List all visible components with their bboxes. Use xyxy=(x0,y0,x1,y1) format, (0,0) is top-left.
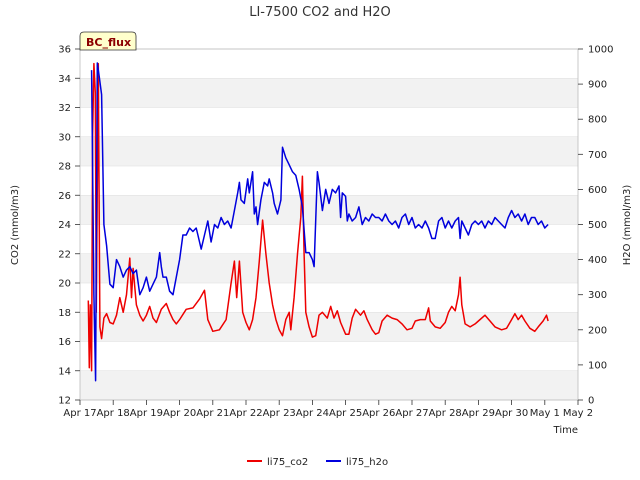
y-tick-label: 32 xyxy=(58,103,71,114)
badge: BC_flux xyxy=(79,31,137,51)
y2-tick-label: 300 xyxy=(588,290,607,301)
x-tick-label: Apr 27 xyxy=(395,408,428,419)
x-tick-label: Apr 18 xyxy=(97,408,130,419)
background-bands xyxy=(80,78,578,400)
x-tick-label: Apr 28 xyxy=(429,408,462,419)
series-lines xyxy=(87,62,549,382)
x-axis-title: Time xyxy=(553,425,578,436)
x-tick-label: Apr 30 xyxy=(495,408,528,419)
y2-tick-label: 200 xyxy=(588,325,607,336)
x-tick-label: Apr 22 xyxy=(229,408,262,419)
bg-band xyxy=(80,370,578,400)
y-tick-label: 20 xyxy=(58,279,71,290)
y2-tick-label: 0 xyxy=(588,396,594,407)
y-tick-label: 12 xyxy=(58,396,71,407)
y2-tick-label: 600 xyxy=(588,185,607,196)
bg-band xyxy=(80,253,578,283)
badge-box xyxy=(79,31,137,51)
badge-label: BC_flux xyxy=(86,36,131,49)
x-tick-label: Apr 21 xyxy=(196,408,229,419)
legend-label-co2: li75_co2 xyxy=(267,457,308,468)
series-line-li75_co2 xyxy=(87,62,549,372)
legend: li75_co2 li75_h2o xyxy=(247,457,388,468)
y2-tick-label: 500 xyxy=(588,220,607,231)
legend-label-h2o: li75_h2o xyxy=(346,457,388,468)
x-tick-label: Apr 19 xyxy=(130,408,163,419)
y-tick-label: 24 xyxy=(58,220,71,231)
x-tick-label: Apr 17 xyxy=(63,408,96,419)
y-tick-label: 18 xyxy=(58,308,71,319)
series-line-li75_h2o xyxy=(90,62,549,382)
y2-tick-label: 1000 xyxy=(588,45,613,56)
bg-band xyxy=(80,312,578,342)
y-tick-label: 28 xyxy=(58,162,71,173)
y-axis-title: CO2 (mmol/m3) xyxy=(10,185,21,265)
y-tick-label: 16 xyxy=(58,337,71,348)
y2-tick-label: 400 xyxy=(588,255,607,266)
y2-axis-title: H2O (mmol/m3) xyxy=(622,185,633,266)
y-tick-label: 26 xyxy=(58,191,71,202)
y-tick-label: 36 xyxy=(58,45,71,56)
x-tick-label: Apr 24 xyxy=(296,408,329,419)
bg-band xyxy=(80,195,578,225)
y2-tick-label: 700 xyxy=(588,150,607,161)
y-tick-label: 34 xyxy=(58,74,71,85)
y-tick-label: 22 xyxy=(58,249,71,260)
y-tick-label: 14 xyxy=(58,366,71,377)
x-tick-label: Apr 25 xyxy=(329,408,362,419)
x-tick-label: May 1 xyxy=(530,408,560,419)
y2-tick-label: 800 xyxy=(588,115,607,126)
x-tick-label: Apr 20 xyxy=(163,408,196,419)
chart-title: LI-7500 CO2 and H2O xyxy=(249,5,391,20)
bottom-axis: Apr 17 Apr 18 Apr 19 Apr 20 Apr 21 Apr 22 Apr … xyxy=(63,400,593,419)
x-tick-label: May 2 xyxy=(563,408,593,419)
right-axis: 0 100 200 300 400 500 600 700 800 900 1000 xyxy=(578,45,613,407)
x-tick-label: Apr 26 xyxy=(362,408,395,419)
y2-tick-label: 900 xyxy=(588,80,607,91)
bg-band xyxy=(80,136,578,166)
bg-band xyxy=(80,78,578,108)
x-tick-label: Apr 29 xyxy=(462,408,495,419)
left-axis: 12 14 16 18 20 22 24 26 28 30 32 34 36 xyxy=(58,45,80,407)
x-tick-label: Apr 23 xyxy=(263,408,296,419)
y2-tick-label: 100 xyxy=(588,360,607,371)
y-tick-label: 30 xyxy=(58,132,71,143)
